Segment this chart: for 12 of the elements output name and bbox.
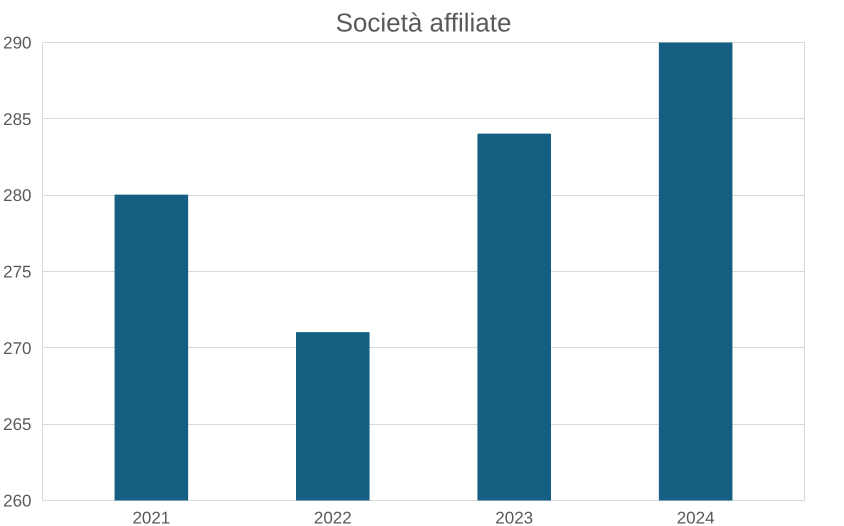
x-tick-label: 2023 (495, 508, 534, 526)
x-tick-label: 2022 (314, 508, 352, 526)
y-tick-label: 260 (3, 492, 32, 510)
y-tick-label: 270 (3, 338, 32, 358)
y-tick-label: 275 (3, 262, 32, 282)
y-tick-label: 290 (3, 34, 32, 52)
x-tick-label: 2021 (132, 508, 170, 526)
y-tick-label: 265 (3, 415, 32, 434)
y-tick-label: 285 (3, 110, 32, 129)
chart-title: Società affiliate (336, 8, 512, 38)
y-tick-label: 280 (3, 186, 32, 206)
x-tick-label: 2024 (676, 508, 715, 526)
